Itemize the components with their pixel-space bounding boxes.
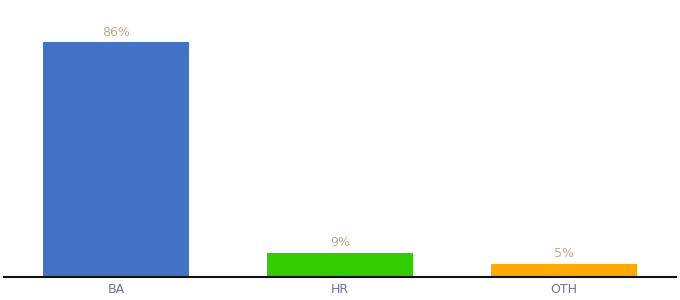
Text: 9%: 9%	[330, 236, 350, 249]
Bar	[267, 253, 413, 277]
Text: 5%: 5%	[554, 247, 574, 260]
Bar	[491, 264, 636, 277]
Bar	[44, 42, 189, 277]
Text: 86%: 86%	[102, 26, 130, 39]
